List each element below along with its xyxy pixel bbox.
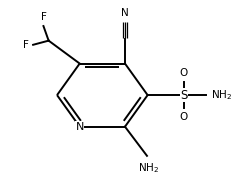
Text: S: S bbox=[180, 89, 188, 102]
Text: NH$_2$: NH$_2$ bbox=[138, 161, 159, 175]
Text: NH$_2$: NH$_2$ bbox=[211, 88, 232, 102]
Text: F: F bbox=[23, 40, 28, 50]
Text: O: O bbox=[180, 112, 188, 122]
Text: F: F bbox=[40, 12, 46, 22]
Text: O: O bbox=[180, 68, 188, 78]
Text: N: N bbox=[75, 122, 84, 132]
Text: N: N bbox=[121, 8, 129, 18]
